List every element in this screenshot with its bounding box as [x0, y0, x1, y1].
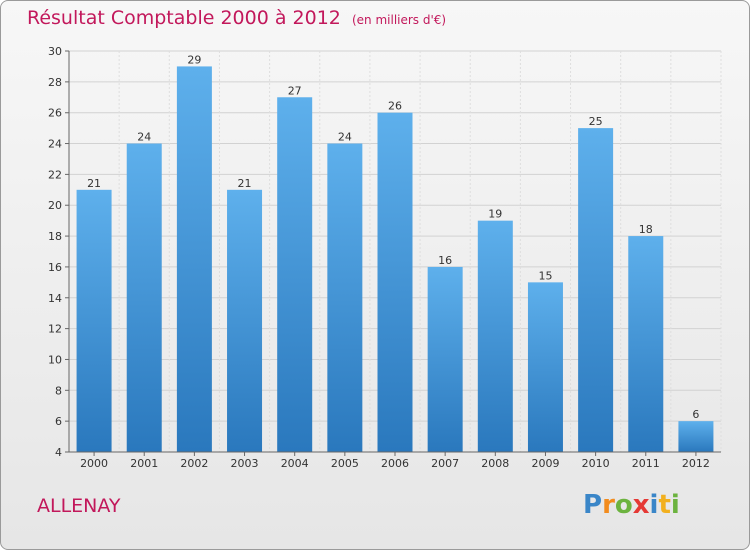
bar-value-label: 21	[238, 177, 252, 190]
bar	[277, 97, 313, 453]
bar-value-label: 27	[288, 84, 302, 97]
bar-value-label: 24	[137, 131, 151, 144]
chart-title: Résultat Comptable 2000 à 2012 (en milli…	[27, 7, 446, 29]
logo-letter: i	[649, 490, 659, 520]
bar-value-label: 25	[589, 115, 603, 128]
x-tick-label: 2012	[682, 457, 710, 470]
bar	[427, 266, 463, 452]
x-tick-label: 2001	[130, 457, 158, 470]
bar-value-label: 18	[639, 223, 653, 236]
bar	[578, 128, 614, 452]
x-tick-label: 2010	[582, 457, 610, 470]
x-tick-label: 2002	[180, 457, 208, 470]
bar	[176, 66, 212, 452]
x-tick-label: 2009	[531, 457, 559, 470]
bar	[227, 189, 263, 453]
bar-value-label: 24	[338, 131, 352, 144]
y-tick-label: 18	[48, 230, 62, 243]
logo-letter: r	[602, 490, 615, 520]
bar	[527, 282, 563, 452]
logo-letter: i	[670, 490, 680, 520]
bar	[327, 143, 363, 453]
logo-letter: t	[658, 490, 671, 520]
commune-name: ALLENAY	[37, 495, 121, 517]
x-tick-label: 2000	[80, 457, 108, 470]
proxiti-logo: Proxiti	[583, 490, 680, 520]
bar	[76, 189, 112, 453]
x-tick-label: 2011	[632, 457, 660, 470]
y-tick-label: 14	[48, 292, 62, 305]
chart-title-main: Résultat Comptable 2000 à 2012	[27, 7, 341, 29]
bar-value-label: 16	[438, 254, 452, 267]
logo-letter: o	[614, 490, 633, 520]
bar	[126, 143, 162, 453]
bar-value-label: 29	[187, 53, 201, 66]
y-tick-label: 22	[48, 168, 62, 181]
bar-value-label: 19	[488, 208, 502, 221]
bar-value-label: 21	[87, 177, 101, 190]
bar-value-label: 15	[538, 269, 552, 282]
x-tick-label: 2005	[331, 457, 359, 470]
x-tick-label: 2007	[431, 457, 459, 470]
bar-value-label: 6	[692, 408, 699, 421]
x-tick-label: 2004	[281, 457, 309, 470]
y-tick-label: 6	[55, 415, 62, 428]
y-tick-label: 10	[48, 353, 62, 366]
y-tick-label: 30	[48, 45, 62, 58]
logo-letter: x	[632, 490, 650, 520]
x-tick-label: 2006	[381, 457, 409, 470]
x-tick-label: 2008	[481, 457, 509, 470]
logo-letter: P	[583, 490, 603, 520]
y-tick-label: 26	[48, 107, 62, 120]
x-tick-label: 2003	[231, 457, 259, 470]
y-tick-label: 28	[48, 76, 62, 89]
chart-subtitle: (en milliers d'€)	[351, 13, 447, 27]
bar	[377, 112, 413, 452]
bar	[477, 220, 513, 452]
y-tick-label: 8	[55, 384, 62, 397]
y-tick-label: 24	[48, 138, 62, 151]
bar	[678, 421, 714, 452]
bar	[628, 236, 664, 452]
y-tick-label: 16	[48, 261, 62, 274]
bar-value-label: 26	[388, 100, 402, 113]
y-tick-label: 20	[48, 199, 62, 212]
y-tick-label: 4	[55, 446, 62, 459]
y-tick-label: 12	[48, 323, 62, 336]
